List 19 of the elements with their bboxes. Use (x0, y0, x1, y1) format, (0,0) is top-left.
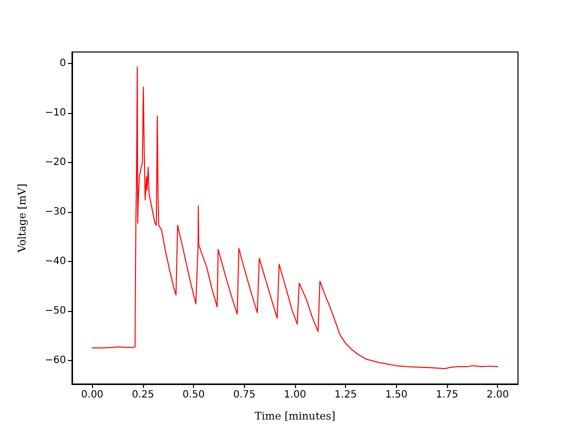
y-tick-label: −20 (44, 156, 66, 168)
x-tick-label: 0.75 (233, 390, 256, 400)
y-tick-label: −50 (44, 305, 66, 316)
y-tick-label: −60 (44, 354, 66, 366)
line-series (92, 66, 498, 370)
x-tick-label: 0.00 (81, 390, 104, 400)
x-tick-label: 0.50 (182, 390, 205, 400)
y-tick-label: −30 (44, 206, 66, 218)
x-tick-label: 1.00 (284, 390, 306, 400)
x-tick-label: 1.75 (436, 390, 458, 400)
y-tick-label: −40 (44, 256, 66, 267)
y-axis-title: Voltage [mV] (16, 184, 28, 254)
x-axis-title: Time [minutes] (254, 410, 336, 422)
y-tick-label: 0 (60, 58, 66, 69)
x-tick-label: 1.50 (385, 390, 408, 400)
x-tick-label: 1.25 (334, 390, 357, 400)
y-tick-label: −10 (44, 107, 66, 118)
x-tick-label: 0.25 (132, 390, 154, 400)
x-tick-label: 2.00 (486, 390, 509, 400)
